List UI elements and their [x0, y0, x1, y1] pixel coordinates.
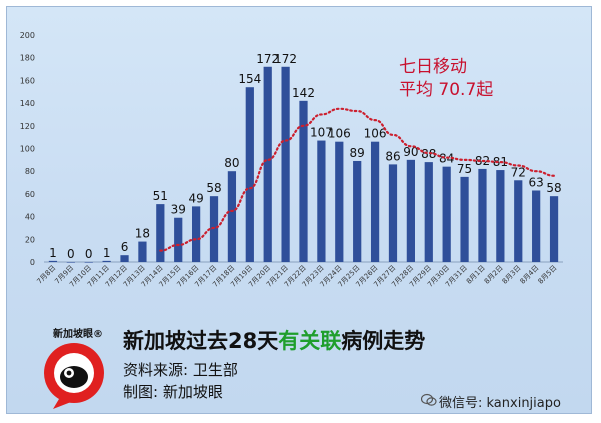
bar	[174, 217, 183, 262]
data-label: 84	[439, 152, 454, 166]
bar	[209, 196, 219, 262]
bar	[156, 204, 165, 262]
bar	[245, 87, 254, 263]
data-label: 51	[153, 189, 168, 203]
annotation-line-1: 七日移动	[399, 57, 467, 77]
y-tick-label: 200	[20, 31, 35, 40]
y-tick-label: 80	[25, 167, 35, 176]
wechat-id: 微信号: kanxinjiapo	[439, 396, 561, 411]
bar	[532, 190, 541, 262]
bar	[496, 170, 505, 262]
data-label: 80	[224, 156, 239, 170]
data-label: 90	[403, 145, 418, 159]
bar	[102, 260, 111, 262]
data-label: 1	[103, 246, 111, 260]
data-label: 82	[475, 154, 490, 168]
y-tick-label: 180	[20, 54, 35, 63]
maker-text: 制图: 新加坡眼	[123, 383, 223, 401]
data-label: 63	[529, 175, 544, 189]
moving-average-annotation: 七日移动 平均 70.7起	[399, 56, 493, 102]
source-text: 资料来源: 卫生部	[123, 361, 238, 379]
x-tick-label: 7月8日	[35, 264, 57, 286]
data-label: 72	[511, 165, 526, 179]
bar	[299, 100, 308, 262]
data-label: 106	[364, 127, 387, 141]
bar	[370, 141, 380, 262]
data-label: 107	[310, 126, 333, 140]
caption-part-1: 新加坡过去28天	[123, 329, 279, 353]
wechat-icon	[421, 393, 437, 406]
data-label: 0	[85, 247, 93, 261]
data-label: 89	[350, 146, 365, 160]
y-tick-label: 60	[25, 190, 35, 199]
caption-part-2: 病例走势	[341, 329, 426, 353]
x-tick-label: 8月3日	[501, 264, 523, 286]
y-tick-label: 0	[30, 258, 35, 267]
bar	[84, 262, 93, 263]
data-label: 172	[256, 52, 279, 66]
bar	[388, 164, 398, 262]
bar	[514, 180, 523, 262]
x-tick-label: 8月2日	[483, 264, 505, 286]
data-label: 18	[135, 227, 150, 241]
logo-text: 新加坡眼®	[53, 329, 103, 340]
bar	[353, 160, 362, 262]
bar	[424, 162, 433, 262]
y-tick-label: 160	[20, 76, 35, 85]
bar	[120, 255, 129, 262]
data-label: 154	[238, 72, 261, 86]
y-tick-label: 100	[20, 145, 35, 154]
data-label: 49	[188, 191, 203, 205]
y-tick-label: 20	[25, 235, 35, 244]
data-label: 1	[49, 246, 57, 260]
y-tick-label: 120	[20, 122, 35, 131]
data-label: 75	[457, 162, 472, 176]
bar	[549, 196, 559, 262]
bar	[442, 166, 451, 262]
data-label: 106	[328, 127, 351, 141]
logo-icon	[44, 343, 104, 409]
chart-caption: 新加坡过去28天有关联病例走势	[123, 325, 425, 355]
bar	[138, 241, 147, 262]
data-label: 39	[171, 203, 186, 217]
x-tick-label: 8月4日	[519, 264, 541, 286]
bar	[317, 140, 326, 262]
bar	[227, 171, 237, 262]
caption-highlight: 有关联	[278, 329, 342, 353]
data-label: 58	[546, 181, 561, 195]
bar	[66, 262, 75, 263]
data-label: 142	[292, 86, 315, 100]
data-label: 81	[493, 155, 508, 169]
data-label: 172	[274, 52, 297, 66]
bar	[478, 168, 487, 262]
data-label: 58	[206, 181, 221, 195]
moving-average-line	[159, 107, 556, 252]
x-tick-label: 8月1日	[465, 264, 487, 286]
data-label: 88	[421, 147, 436, 161]
bar	[192, 206, 201, 262]
data-label: 0	[67, 247, 75, 261]
bar	[48, 260, 58, 262]
y-tick-label: 140	[20, 99, 35, 108]
y-tick-label: 40	[25, 213, 35, 222]
bar	[335, 141, 344, 262]
bar-chart: 02040608010012014016018020017月8日07月9日07月…	[20, 31, 563, 289]
data-label: 86	[385, 149, 400, 163]
bar	[460, 176, 469, 262]
bar	[406, 159, 415, 262]
bar	[263, 66, 272, 262]
data-label: 6	[121, 240, 129, 254]
bar	[281, 66, 290, 262]
chart-frame: 0 20 40 60 80 100 120 140 160 180 200 1 7月8日 0 7月9日 0 7月…	[6, 6, 592, 414]
annotation-line-2: 平均 70.7起	[399, 80, 494, 100]
x-tick-label: 8月5日	[537, 264, 559, 286]
